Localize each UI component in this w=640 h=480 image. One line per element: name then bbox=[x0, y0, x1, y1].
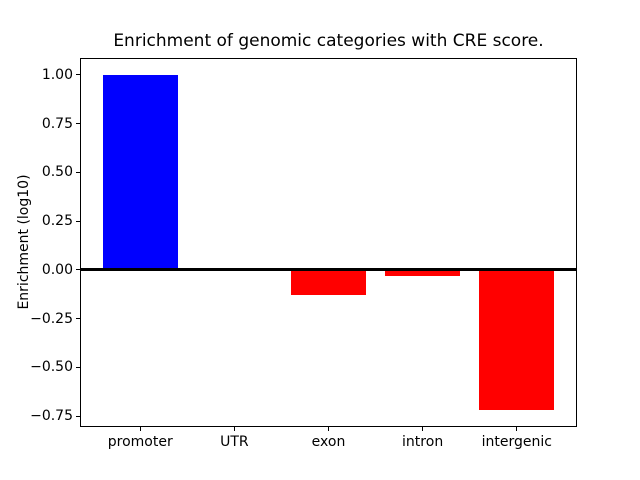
x-tick-mark bbox=[516, 427, 518, 431]
bar-intron bbox=[384, 269, 461, 276]
y-tick-label: −0.75 bbox=[30, 408, 73, 425]
bar-promoter bbox=[102, 74, 178, 270]
y-tick-mark bbox=[76, 171, 80, 173]
y-tick-label: −0.50 bbox=[30, 359, 73, 376]
y-tick-label: 0.00 bbox=[41, 261, 73, 278]
y-tick-label: −0.25 bbox=[30, 310, 73, 327]
bars-layer bbox=[80, 58, 577, 427]
y-tick-label: 0.50 bbox=[41, 164, 73, 181]
x-tick-label-intron: intron bbox=[402, 434, 444, 450]
x-tick-label-exon: exon bbox=[311, 434, 346, 450]
plot-border bbox=[80, 58, 577, 427]
y-tick-mark bbox=[76, 269, 80, 271]
y-tick-mark bbox=[76, 220, 80, 222]
y-tick-mark bbox=[76, 318, 80, 320]
x-tick-mark bbox=[233, 427, 235, 431]
chart-title: Enrichment of genomic categories with CR… bbox=[113, 31, 544, 51]
y-tick-mark bbox=[76, 366, 80, 368]
x-tick-label-promoter: promoter bbox=[107, 434, 173, 450]
bar-intergenic bbox=[479, 269, 555, 411]
x-tick-mark bbox=[422, 427, 424, 431]
y-tick-label: 0.75 bbox=[41, 115, 73, 132]
x-tick-label-UTR: UTR bbox=[220, 434, 249, 450]
x-tick-label-intergenic: intergenic bbox=[481, 434, 552, 450]
y-tick-mark bbox=[76, 415, 80, 417]
y-axis-label: Enrichment (log10) bbox=[16, 174, 32, 310]
zero-line bbox=[80, 268, 577, 272]
x-tick-mark bbox=[328, 427, 329, 431]
y-tick-mark bbox=[76, 123, 80, 125]
y-tick-label: 0.25 bbox=[41, 213, 73, 230]
y-tick-mark bbox=[76, 74, 80, 76]
x-tick-mark bbox=[139, 427, 141, 431]
y-tick-label: 1.00 bbox=[41, 66, 73, 83]
bar-exon bbox=[290, 269, 367, 296]
